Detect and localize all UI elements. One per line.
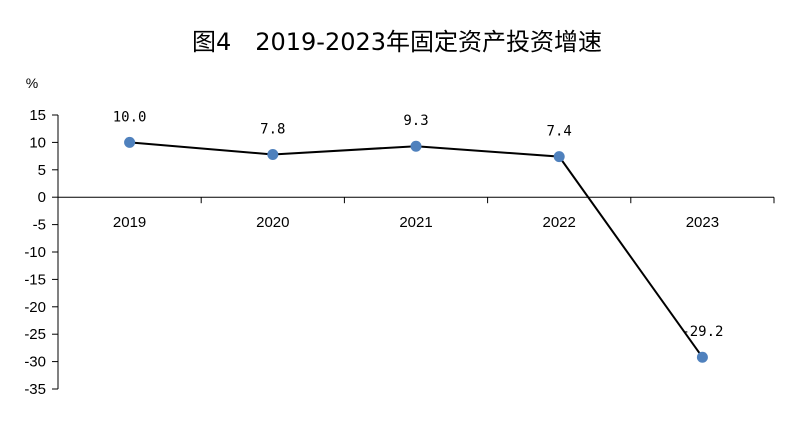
x-axis: 2019 2020 2021 2022 2023 xyxy=(57,196,775,231)
series-layer xyxy=(124,136,708,363)
y-tick-label: -20 xyxy=(24,299,46,316)
x-tick-label: 2019 xyxy=(113,214,146,231)
data-point xyxy=(267,148,279,160)
x-tick-label: 2021 xyxy=(399,214,432,231)
data-point xyxy=(410,140,422,152)
data-point xyxy=(696,351,708,363)
data-point xyxy=(124,136,136,148)
data-label: 10.0 xyxy=(113,109,147,125)
data-label: -29.2 xyxy=(681,324,723,340)
y-axis: 15 10 5 0 -5 -10 -15 -20 -25 -30 -35 xyxy=(24,107,59,398)
data-labels: 10.0 7.8 9.3 7.4 -29.2 xyxy=(113,109,724,340)
y-tick-label: -5 xyxy=(33,217,46,234)
y-tick-label: 5 xyxy=(38,162,46,179)
x-tick-label: 2020 xyxy=(256,214,289,231)
y-axis-unit: % xyxy=(26,75,38,91)
y-tick-label: -10 xyxy=(24,244,46,261)
series-line xyxy=(129,141,704,358)
y-tick-label: 10 xyxy=(29,134,46,151)
y-tick-label: 0 xyxy=(38,189,46,206)
data-point xyxy=(553,151,565,163)
chart-title: 图4 2019-2023年固定资产投资增速 xyxy=(192,28,602,56)
x-tick-label: 2022 xyxy=(543,214,576,231)
y-tick-label: -25 xyxy=(24,326,46,343)
x-tick-label: 2023 xyxy=(686,214,719,231)
data-label: 7.8 xyxy=(260,121,285,137)
y-tick-label: -30 xyxy=(24,354,46,371)
y-tick-label: -35 xyxy=(24,381,46,398)
data-label: 7.4 xyxy=(547,124,572,140)
y-tick-label: 15 xyxy=(29,107,46,124)
data-label: 9.3 xyxy=(403,113,428,129)
y-tick-label: -15 xyxy=(24,271,46,288)
